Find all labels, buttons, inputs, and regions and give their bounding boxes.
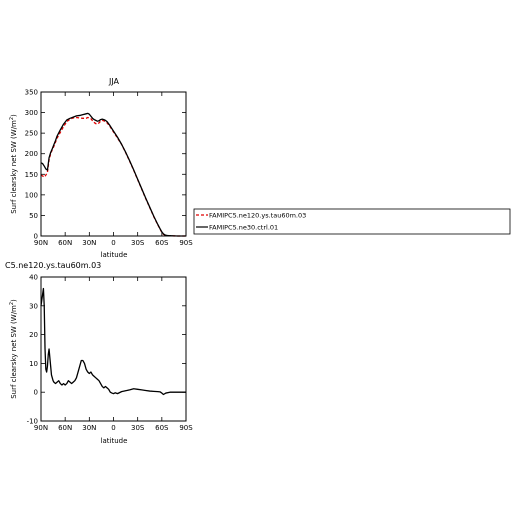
- series-line-ne30: [40, 112, 186, 237]
- y-tick-label: 20: [29, 331, 38, 339]
- x-tick-label: 60S: [155, 239, 169, 247]
- x-tick-label: 90N: [34, 239, 48, 247]
- y-tick-label: 150: [25, 171, 38, 179]
- top-panel: JJA 90N 60N 30N 0 30S 60S 90S 0 50 100 150 200 250 3…: [9, 77, 193, 259]
- x-tick-label: 90N: [34, 424, 48, 432]
- legend: FAMIPC5.ne120.ys.tau60m.03 FAMIPC5.ne30.…: [193, 208, 511, 235]
- legend-label-ne120: FAMIPC5.ne120.ys.tau60m.03: [209, 212, 306, 220]
- y-tick-label: 50: [29, 212, 38, 220]
- x-tick-label: 60N: [58, 424, 72, 432]
- y-tick-label: 200: [25, 150, 38, 158]
- x-tick-label: 0: [111, 239, 115, 247]
- bottom-plot-clip-group: [40, 287, 186, 396]
- top-x-ticks: 90N 60N 30N 0 30S 60S 90S: [34, 92, 193, 247]
- bottom-chart-title-fragment: C5.ne120.ys.tau60m.03: [5, 261, 101, 270]
- x-tick-label: 30S: [131, 239, 145, 247]
- x-tick-label: 0: [111, 424, 115, 432]
- bottom-x-axis-title: latitude: [101, 437, 128, 445]
- y-tick-label: 100: [25, 191, 38, 199]
- difference-line: [40, 287, 186, 396]
- y-tick-label: 350: [25, 89, 38, 97]
- top-x-axis-title: latitude: [101, 251, 128, 259]
- y-tick-label: 250: [25, 130, 38, 138]
- x-tick-label: 30N: [82, 424, 96, 432]
- top-plot-frame: [40, 91, 187, 237]
- y-tick-label: -10: [27, 418, 38, 426]
- y-tick-label: 40: [29, 274, 38, 282]
- bottom-y-ticks: -10 0 10 20 30 40: [27, 274, 186, 426]
- y-tick-label: 10: [29, 360, 38, 368]
- legend-label-ne30: FAMIPC5.ne30.ctrl.01: [209, 224, 278, 232]
- top-chart-title: JJA: [108, 77, 120, 86]
- bottom-plot-frame: [40, 276, 187, 422]
- x-tick-label: 90S: [179, 239, 193, 247]
- legend-box: [193, 208, 511, 235]
- y-tick-label: 300: [25, 109, 38, 117]
- x-tick-label: 60N: [58, 239, 72, 247]
- x-tick-label: 60S: [155, 424, 169, 432]
- y-tick-label: 30: [29, 302, 38, 310]
- bottom-x-ticks: 90N 60N 30N 0 30S 60S 90S: [34, 277, 193, 432]
- bottom-y-axis-title: Surf clearsky net SW (W/m2): [9, 299, 18, 399]
- x-tick-label: 30N: [82, 239, 96, 247]
- y-tick-label: 0: [34, 233, 38, 241]
- y-tick-label: 0: [34, 389, 38, 397]
- bottom-panel: C5.ne120.ys.tau60m.03 90N 60N 30N 0 30S 60S 90…: [5, 261, 193, 445]
- x-tick-label: 90S: [179, 424, 193, 432]
- top-y-ticks: 0 50 100 150 200 250 300 350: [25, 89, 186, 241]
- x-tick-label: 30S: [131, 424, 145, 432]
- top-plot-clip-group: [40, 112, 186, 237]
- top-y-axis-title: Surf clearsky net SW (W/m2): [9, 114, 18, 214]
- series-line-ne120: [40, 116, 186, 237]
